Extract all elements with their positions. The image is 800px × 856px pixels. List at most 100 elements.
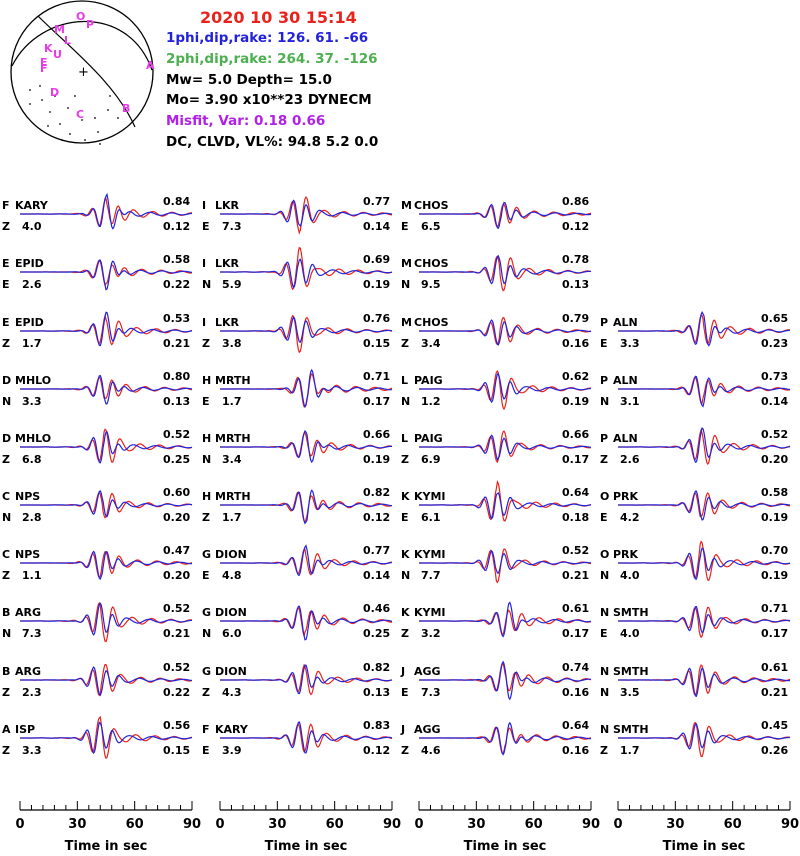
panel-component: Z <box>2 453 10 466</box>
panel-station-name: SMTH <box>613 723 649 736</box>
panel-station-name: SMTH <box>613 665 649 678</box>
waveform-panel: I LKR 0.69 N 5.9 0.19 <box>202 246 393 291</box>
panel-station-name: KYMI <box>414 490 446 503</box>
waveform-panel: J AGG 0.64 Z 4.6 0.16 <box>400 719 592 757</box>
panel-distance: 7.3 <box>222 220 242 233</box>
panel-correlation: 0.64 <box>562 486 589 499</box>
panel-correlation: 0.74 <box>562 661 589 674</box>
panel-component: N <box>600 569 609 582</box>
tick-label: 30 <box>268 817 286 832</box>
tick-label: 90 <box>383 817 401 832</box>
panel-component: Z <box>600 744 608 757</box>
panel-distance: 9.5 <box>421 278 441 291</box>
panel-distance: 4.0 <box>620 569 640 582</box>
compression-dot <box>59 123 61 125</box>
panel-component: Z <box>401 337 409 350</box>
panel-distance: 3.8 <box>222 337 242 350</box>
panel-distance: 6.8 <box>22 453 42 466</box>
waveform-panel: P ALN 0.73 N 3.1 0.14 <box>600 370 791 408</box>
beachball-station-f: F <box>40 62 48 75</box>
synthetic-waveform <box>419 660 592 701</box>
panel-distance: 3.3 <box>22 395 42 408</box>
compression-dot <box>74 95 76 97</box>
panel-correlation: 0.62 <box>562 370 589 383</box>
panel-distance: 3.9 <box>222 744 242 757</box>
panel-amplitude: 0.14 <box>363 569 390 582</box>
panel-component: Z <box>202 511 210 524</box>
tick-label: 0 <box>613 817 622 832</box>
waveform-panel: B ARG 0.52 Z 2.3 0.22 <box>2 661 193 699</box>
tick-label: 90 <box>183 817 201 832</box>
panel-correlation: 0.60 <box>163 486 190 499</box>
panel-distance: 5.9 <box>222 278 242 291</box>
synthetic-waveform <box>618 723 790 750</box>
synthetic-waveform <box>419 434 592 461</box>
panel-amplitude: 0.12 <box>363 511 390 524</box>
panel-station-name: ALN <box>613 374 638 387</box>
panel-correlation: 0.53 <box>163 312 190 325</box>
panel-component: Z <box>401 453 409 466</box>
panel-station-name: DION <box>215 606 247 619</box>
waveform-panel: I LKR 0.76 Z 3.8 0.15 <box>202 312 393 354</box>
panel-correlation: 0.66 <box>363 428 390 441</box>
panel-station-id: F <box>202 723 210 736</box>
beachball-station-l: L <box>64 34 71 47</box>
compression-dot <box>107 109 109 111</box>
synthetic-waveform <box>220 429 392 464</box>
x-axis-label: Time in sec <box>464 839 547 854</box>
panel-component: Z <box>401 627 409 640</box>
magnitude-depth: Mw= 5.0 Depth= 15.0 <box>166 72 332 88</box>
panel-correlation: 0.65 <box>761 312 788 325</box>
panel-amplitude: 0.16 <box>562 337 589 350</box>
panel-station-id: I <box>202 199 206 212</box>
waveform-panel: L PAIG 0.62 N 1.2 0.19 <box>401 369 592 411</box>
synthetic-waveform <box>20 374 193 405</box>
panel-correlation: 0.58 <box>761 486 788 499</box>
waveform-panel: M CHOS 0.78 N 9.5 0.13 <box>401 253 592 292</box>
waveform-panel: K KYMI 0.64 E 6.1 0.18 <box>401 479 592 524</box>
panel-distance: 7.3 <box>421 686 441 699</box>
waveform-panel: N SMTH 0.45 Z 1.7 0.26 <box>600 719 791 758</box>
panel-station-id: I <box>202 257 206 270</box>
panel-station-name: NPS <box>15 548 40 561</box>
panel-correlation: 0.52 <box>163 661 190 674</box>
panel-station-id: H <box>202 374 211 387</box>
synthetic-waveform <box>220 199 393 227</box>
panel-amplitude: 0.25 <box>163 453 190 466</box>
panel-component: E <box>202 395 210 408</box>
panel-amplitude: 0.12 <box>562 220 589 233</box>
time-axis: 0 30 60 90 Time in sec <box>15 801 201 854</box>
beachball-station-o: O <box>76 10 85 23</box>
panel-station-id: M <box>401 257 412 270</box>
compression-dot <box>69 133 71 135</box>
x-axis-label: Time in sec <box>663 839 746 854</box>
panel-component: E <box>401 686 409 699</box>
panel-station-id: E <box>2 316 10 329</box>
panel-amplitude: 0.12 <box>163 220 190 233</box>
time-axis: 0 30 60 90 Time in sec <box>414 801 600 854</box>
synthetic-waveform <box>618 427 791 463</box>
panel-amplitude: 0.19 <box>363 278 390 291</box>
dc-clvd-percentages: DC, CLVD, VL%: 94.8 5.2 0.0 <box>166 134 378 150</box>
synthetic-waveform <box>419 254 591 285</box>
synthetic-waveform <box>20 192 193 230</box>
panel-distance: 2.6 <box>22 278 42 291</box>
panel-station-id: M <box>401 316 412 329</box>
panel-station-id: J <box>400 723 405 736</box>
waveform-panel: H MRTH 0.82 Z 1.7 0.12 <box>202 486 393 525</box>
panel-correlation: 0.61 <box>562 602 589 615</box>
waveform-panel: I LKR 0.77 E 7.3 0.14 <box>202 195 393 235</box>
panel-station-name: KYMI <box>414 606 446 619</box>
tick-label: 90 <box>582 817 600 832</box>
panel-station-name: NPS <box>15 490 40 503</box>
panel-correlation: 0.52 <box>761 428 788 441</box>
panel-station-id: K <box>401 606 410 619</box>
panel-station-name: CHOS <box>414 316 449 329</box>
synthetic-waveform <box>618 375 791 408</box>
panel-component: E <box>401 511 409 524</box>
waveform-panel: N SMTH 0.71 E 4.0 0.17 <box>600 602 791 640</box>
panel-station-id: P <box>600 374 608 387</box>
panel-distance: 6.9 <box>421 453 441 466</box>
synthetic-waveform <box>419 601 592 638</box>
synthetic-waveform <box>220 605 393 641</box>
